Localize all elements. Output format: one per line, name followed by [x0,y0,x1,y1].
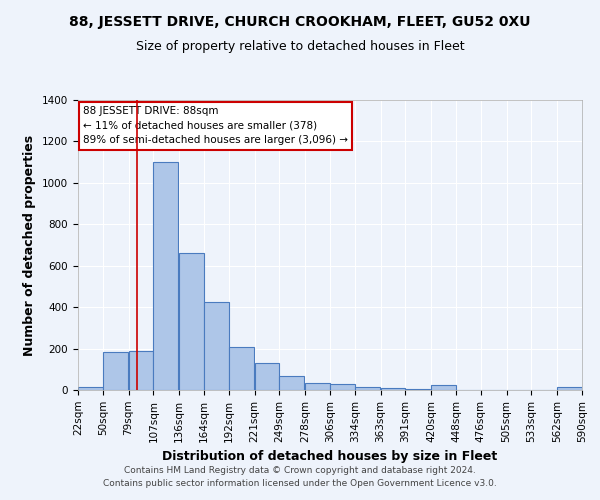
Bar [204,302,229,390]
Bar [305,383,330,390]
Bar [330,384,355,390]
Bar [78,387,103,390]
Bar [128,350,154,390]
Bar [103,352,128,390]
Bar [254,363,280,390]
Text: 88, JESSETT DRIVE, CHURCH CROOKHAM, FLEET, GU52 0XU: 88, JESSETT DRIVE, CHURCH CROOKHAM, FLEE… [69,15,531,29]
Bar [557,387,582,390]
Bar [154,162,178,390]
Text: Size of property relative to detached houses in Fleet: Size of property relative to detached ho… [136,40,464,53]
Y-axis label: Number of detached properties: Number of detached properties [23,134,37,356]
Text: Contains HM Land Registry data © Crown copyright and database right 2024.
Contai: Contains HM Land Registry data © Crown c… [103,466,497,487]
Bar [355,387,380,390]
Text: 88 JESSETT DRIVE: 88sqm
← 11% of detached houses are smaller (378)
89% of semi-d: 88 JESSETT DRIVE: 88sqm ← 11% of detache… [83,106,348,146]
Bar [431,385,456,390]
Bar [179,254,204,390]
Bar [406,388,430,390]
Bar [280,376,304,390]
X-axis label: Distribution of detached houses by size in Fleet: Distribution of detached houses by size … [163,450,497,463]
Bar [380,388,406,390]
Bar [229,346,254,390]
